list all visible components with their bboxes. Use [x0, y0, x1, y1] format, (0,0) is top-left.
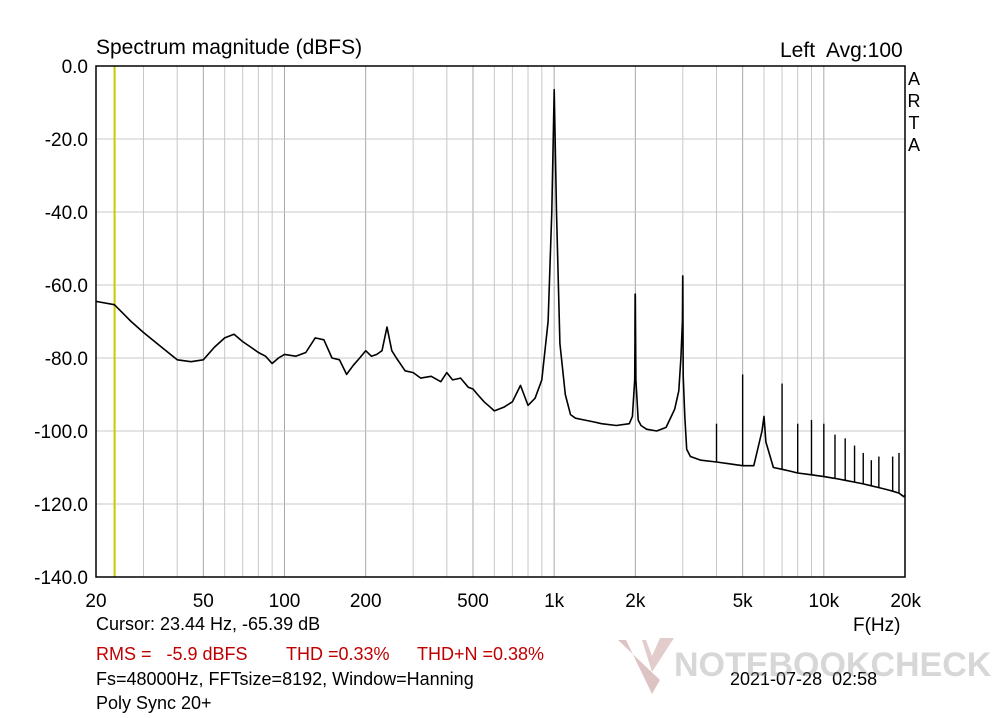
spectrum-trace	[95, 88, 906, 498]
x-tick-label: 50	[193, 591, 214, 612]
thdn-readout: THD+N =0.38%	[417, 644, 545, 664]
x-tick-label: 200	[350, 591, 382, 612]
x-axis-label: F(Hz)	[853, 615, 900, 636]
chart-grid	[96, 65, 905, 578]
x-tick-label: 20k	[890, 591, 921, 612]
y-axis: 0.0 -20.0 -40.0 -60.0 -80.0 -100.0 -120.0 -140.…	[34, 57, 88, 589]
x-tick-label: 20	[85, 591, 106, 612]
y-tick-label: -60.0	[45, 276, 88, 297]
plot-frame	[95, 65, 906, 578]
device-name: Poly Sync 20+	[96, 693, 212, 713]
timestamp: 2021-07-28 02:58	[730, 669, 878, 689]
x-axis: 20 50 100 200 500 1k 2k 5k 10k 20k	[85, 591, 921, 612]
arta-letter: T	[908, 113, 920, 133]
notebookcheck-watermark: NOTEBOOKCHECK	[618, 638, 992, 694]
arta-letter: A	[907, 135, 920, 155]
y-tick-label: -40.0	[45, 203, 88, 224]
watermark-text: NOTEBOOKCHECK	[674, 646, 992, 684]
average-label: Avg:100	[826, 39, 903, 62]
channel-label: Left	[780, 39, 815, 62]
thd-readout: THD =0.33%	[286, 644, 390, 664]
y-tick-label: -100.0	[34, 422, 88, 443]
checkmark-logo-icon	[618, 638, 674, 694]
arta-letter: R	[907, 91, 921, 111]
fft-settings: Fs=48000Hz, FFTsize=8192, Window=Hanning	[96, 669, 474, 689]
x-tick-label: 2k	[625, 591, 646, 612]
x-tick-label: 10k	[809, 591, 840, 612]
y-tick-label: -140.0	[34, 568, 88, 589]
y-tick-label: 0.0	[62, 57, 88, 78]
y-tick-label: -20.0	[45, 130, 88, 151]
x-tick-label: 5k	[733, 591, 754, 612]
arta-letter: A	[907, 69, 920, 89]
x-tick-label: 500	[457, 591, 489, 612]
cursor-readout: Cursor: 23.44 Hz, -65.39 dB	[96, 614, 321, 634]
rms-readout: RMS = -5.9 dBFS	[96, 644, 248, 664]
chart-title: Spectrum magnitude (dBFS)	[96, 36, 362, 59]
x-tick-label: 100	[269, 591, 301, 612]
y-tick-label: -120.0	[34, 495, 88, 516]
plot-area	[95, 66, 906, 577]
x-tick-label: 1k	[544, 591, 565, 612]
y-tick-label: -80.0	[45, 349, 88, 370]
